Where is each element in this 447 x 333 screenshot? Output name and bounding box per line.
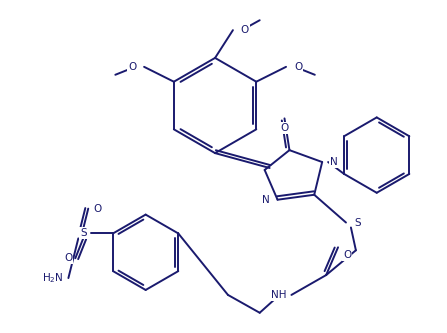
Text: O: O — [241, 25, 249, 35]
Text: H$_2$N: H$_2$N — [42, 271, 63, 285]
Text: O: O — [128, 62, 136, 72]
Text: O: O — [343, 250, 351, 260]
Text: N: N — [262, 195, 270, 205]
Text: N: N — [330, 157, 338, 167]
Text: S: S — [80, 228, 87, 238]
Text: S: S — [354, 217, 361, 227]
Text: NH: NH — [271, 290, 287, 300]
Text: O: O — [294, 62, 302, 72]
Text: O: O — [280, 123, 289, 133]
Text: O: O — [93, 204, 101, 214]
Text: O: O — [64, 253, 72, 263]
